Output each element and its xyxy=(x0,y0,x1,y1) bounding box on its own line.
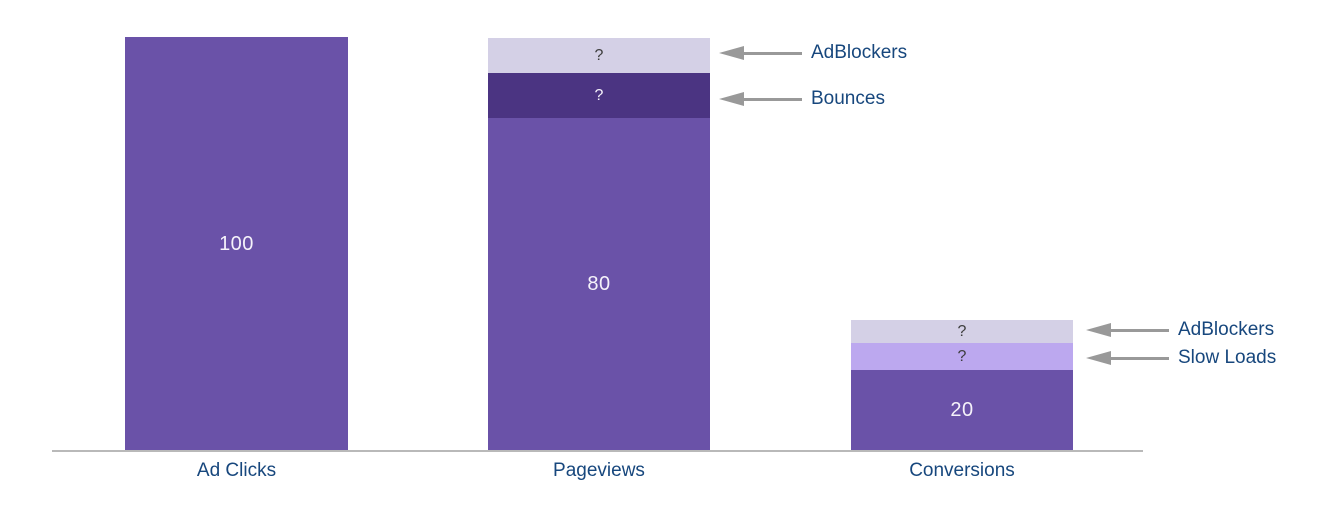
annotation-label: Bounces xyxy=(811,88,885,109)
arrow-left-icon xyxy=(1086,323,1111,337)
annotation-pageviews-bounces: Bounces xyxy=(719,86,885,112)
arrow-stem xyxy=(744,51,802,55)
segment-unknown-label: ? xyxy=(594,46,604,64)
segment-unknown-label: ? xyxy=(957,322,967,340)
bar-ad-clicks-main-segment: 100 xyxy=(125,37,348,451)
x-axis-label-conversions: Conversions xyxy=(909,460,1015,481)
segment-unknown-label: ? xyxy=(957,347,967,365)
segment-unknown-label: ? xyxy=(594,86,604,104)
arrow-stem xyxy=(744,97,802,101)
bar-value-label: 20 xyxy=(950,399,974,421)
annotation-label: Slow Loads xyxy=(1178,347,1277,368)
x-axis-label-pageviews: Pageviews xyxy=(553,460,645,481)
annotation-pageviews-adblockers: AdBlockers xyxy=(719,40,907,66)
bar-conversions-main-segment: 20 xyxy=(851,370,1073,451)
bar-pageviews-main-segment: 80 xyxy=(488,118,710,451)
annotation-conversions-adblockers: AdBlockers xyxy=(1086,317,1274,343)
bar-pageviews-bounces-segment: ? xyxy=(488,73,710,118)
arrow-left-icon xyxy=(719,92,744,106)
annotation-label: AdBlockers xyxy=(811,42,908,63)
x-axis-line xyxy=(52,450,1143,452)
x-axis-label-ad-clicks: Ad Clicks xyxy=(196,460,277,481)
bar-conversions-slow-loads-segment: ? xyxy=(851,343,1073,370)
annotation-label: AdBlockers xyxy=(1178,319,1275,340)
bar-conversions-adblockers-segment: ? xyxy=(851,320,1073,343)
bar-pageviews-adblockers-segment: ? xyxy=(488,38,710,73)
arrow-left-icon xyxy=(1086,351,1111,365)
bar-value-label: 80 xyxy=(587,273,611,295)
arrow-stem xyxy=(1111,356,1169,360)
arrow-stem xyxy=(1111,328,1169,332)
arrow-left-icon xyxy=(719,46,744,60)
bar-value-label: 100 xyxy=(219,232,254,255)
annotation-conversions-slow-loads: Slow Loads xyxy=(1086,345,1276,371)
